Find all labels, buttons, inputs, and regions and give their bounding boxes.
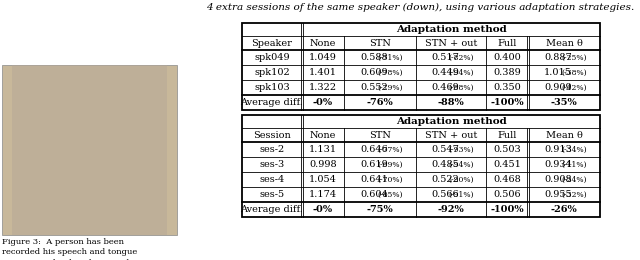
Text: 0.913: 0.913 [544, 145, 572, 154]
Text: Adaptation method: Adaptation method [396, 25, 506, 34]
Text: STN: STN [369, 131, 391, 140]
Text: 0.588: 0.588 [360, 53, 388, 62]
Text: (-79%): (-79%) [377, 84, 403, 92]
Text: 0.451: 0.451 [493, 160, 521, 169]
Text: 4 extra sessions of the same speaker (down), using various adaptation strategies: 4 extra sessions of the same speaker (do… [206, 3, 634, 12]
Text: -0%: -0% [313, 205, 333, 214]
Text: Mean θ: Mean θ [545, 38, 582, 48]
Text: 1.049: 1.049 [309, 53, 337, 62]
Text: ses-4: ses-4 [259, 175, 285, 184]
Text: 1.401: 1.401 [309, 68, 337, 77]
Text: -26%: -26% [550, 205, 577, 214]
Text: 0.641: 0.641 [360, 175, 388, 184]
Text: -76%: -76% [367, 98, 394, 107]
Text: Average diff.: Average diff. [241, 98, 303, 107]
Text: Full: Full [497, 38, 516, 48]
Text: -100%: -100% [490, 98, 524, 107]
Text: spk102: spk102 [254, 68, 290, 77]
Text: (-77%): (-77%) [377, 146, 403, 154]
Text: (-71%): (-71%) [377, 54, 403, 62]
Text: 0.468: 0.468 [493, 175, 521, 184]
Text: 0.609: 0.609 [360, 68, 388, 77]
Text: 0.350: 0.350 [493, 83, 521, 92]
Text: Session: Session [253, 131, 291, 140]
Text: -92%: -92% [438, 205, 465, 214]
Text: (-78%): (-78%) [377, 69, 403, 77]
Text: (-69%): (-69%) [377, 161, 403, 169]
Text: -35%: -35% [550, 98, 577, 107]
Text: (-42%): (-42%) [561, 84, 587, 92]
Text: ses-5: ses-5 [259, 190, 285, 199]
Text: None: None [310, 38, 336, 48]
Text: (-85%): (-85%) [377, 191, 403, 199]
Text: (-88%): (-88%) [448, 84, 474, 92]
Bar [12, 65, 167, 235]
Text: (-94%): (-94%) [448, 161, 474, 169]
Text: Adaptation method: Adaptation method [396, 117, 506, 126]
Text: STN + out: STN + out [425, 38, 477, 48]
Text: 0.389: 0.389 [493, 68, 521, 77]
Text: (-32%): (-32%) [561, 191, 587, 199]
Text: (-94%): (-94%) [448, 69, 474, 77]
Text: -100%: -100% [490, 205, 524, 214]
Text: (-70%): (-70%) [377, 176, 403, 184]
Text: (-11%): (-11%) [561, 161, 587, 169]
Text: 0.909: 0.909 [544, 83, 572, 92]
Text: 1.131: 1.131 [309, 145, 337, 154]
Text: 0.619: 0.619 [360, 160, 388, 169]
Text: Average diff.: Average diff. [241, 205, 303, 214]
Text: 0.400: 0.400 [493, 53, 521, 62]
Text: 1.015: 1.015 [544, 68, 572, 77]
Text: 0.955: 0.955 [544, 190, 572, 199]
Text: 0.449: 0.449 [431, 68, 459, 77]
Text: 0.469: 0.469 [431, 83, 459, 92]
Text: (-25%): (-25%) [561, 54, 587, 62]
Text: 0.517: 0.517 [431, 53, 459, 62]
Text: None: None [310, 131, 336, 140]
Text: Full: Full [497, 131, 516, 140]
Text: -88%: -88% [438, 98, 465, 107]
Text: STN + out: STN + out [425, 131, 477, 140]
Text: STN: STN [369, 38, 391, 48]
Text: 0.522: 0.522 [431, 175, 459, 184]
Bar [242, 23, 600, 110]
Text: 0.485: 0.485 [431, 160, 459, 169]
Text: (-24%): (-24%) [561, 176, 587, 184]
Text: 0.604: 0.604 [360, 190, 388, 199]
Text: 0.646: 0.646 [360, 145, 388, 154]
Text: 1.174: 1.174 [309, 190, 337, 199]
Text: (-34%): (-34%) [561, 146, 587, 154]
Text: (-91%): (-91%) [448, 191, 474, 199]
Text: Mean θ: Mean θ [545, 131, 582, 140]
Text: 1.322: 1.322 [309, 83, 337, 92]
Text: (-93%): (-93%) [448, 146, 474, 154]
Text: spk103: spk103 [254, 83, 290, 92]
Text: (-82%): (-82%) [448, 54, 474, 62]
Text: 0.503: 0.503 [493, 145, 521, 154]
Text: 0.566: 0.566 [431, 190, 459, 199]
Text: ses-2: ses-2 [259, 145, 285, 154]
Bar [2, 65, 177, 235]
Text: 0.934: 0.934 [544, 160, 572, 169]
Text: 0.998: 0.998 [309, 160, 337, 169]
Text: 0.908: 0.908 [544, 175, 572, 184]
Text: (-38%): (-38%) [561, 69, 587, 77]
Text: -75%: -75% [367, 205, 394, 214]
Text: 0.552: 0.552 [360, 83, 388, 92]
Text: 0.887: 0.887 [544, 53, 572, 62]
Text: (-90%): (-90%) [448, 176, 474, 184]
Text: Figure 3:  A person has been
recorded his speech and tongue
movements by the Ult: Figure 3: A person has been recorded his… [2, 238, 137, 260]
Text: -0%: -0% [313, 98, 333, 107]
Text: 0.547: 0.547 [431, 145, 459, 154]
Text: spk049: spk049 [254, 53, 290, 62]
Text: 0.506: 0.506 [493, 190, 521, 199]
Text: 1.054: 1.054 [309, 175, 337, 184]
Bar [242, 115, 600, 217]
Text: Speaker: Speaker [252, 38, 292, 48]
Text: ses-3: ses-3 [259, 160, 285, 169]
